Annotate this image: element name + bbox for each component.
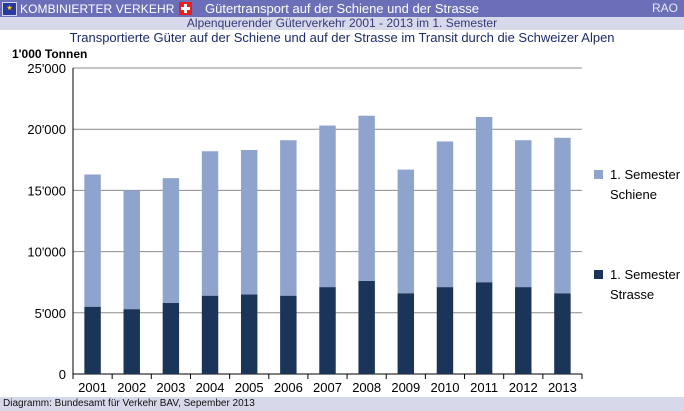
y-tick-label: 0 [59,367,66,382]
bar-strasse [123,309,140,374]
y-axis-unit-label: 1'000 Tonnen [12,47,88,61]
bar-schiene [201,151,219,296]
x-tick-label: 2012 [509,380,538,395]
bar-schiene [123,190,140,310]
bar-schiene [436,141,454,288]
chart-title: Transportierte Güter auf der Schiene und… [69,30,615,45]
rao-label: RAO [651,1,678,15]
legend-label: Schiene [610,187,657,202]
kombinierter-verkehr-logo: ★ KOMBINIERTER VERKEHR [2,1,193,16]
bar-schiene [475,116,493,283]
bar-strasse [201,295,219,374]
logo-text: KOMBINIERTER VERKEHR [20,1,175,16]
bar-schiene [280,140,297,296]
x-tick-label: 2003 [156,380,185,395]
y-tick-label: 5'000 [35,306,66,321]
bar-strasse [358,280,375,374]
y-tick-label: 20'000 [27,122,66,137]
bar-strasse [240,294,258,374]
eu-flag-icon: ★ [2,1,17,16]
page-title: Gütertransport auf der Schiene und der S… [205,1,479,16]
bar-strasse [515,287,532,374]
x-tick-label: 2005 [235,380,264,395]
bar-strasse [554,293,571,374]
legend-swatch [594,170,603,179]
legend-label: Strasse [610,287,654,302]
x-tick-label: 2004 [196,380,225,395]
x-tick-label: 2010 [431,380,460,395]
bar-schiene [358,115,375,281]
legend-swatch [594,270,603,279]
bar-strasse [280,295,297,374]
bar-schiene [162,178,180,304]
stacked-bar-chart: 0 5'000 10'000 15'000 20'000 25'000 2001 2002 20… [27,61,681,395]
x-tick-label: 2006 [274,380,303,395]
legend-label: 1. Semester [610,167,681,182]
bar-schiene [397,169,415,294]
x-tick-label: 2011 [470,380,498,395]
x-tick-label: 2013 [548,380,577,395]
bar-strasse [397,293,415,374]
x-tick-label: 2009 [391,380,420,395]
header-bar: ★ KOMBINIERTER VERKEHR Gütertransport au… [0,0,684,17]
bar-strasse [436,287,454,374]
x-tick-label: 2001 [78,380,107,395]
swiss-cross-icon [179,2,193,15]
y-tick-label: 25'000 [27,61,66,76]
bar-schiene [554,137,571,294]
bar-schiene [240,150,258,295]
bar-strasse [84,306,101,374]
bar-strasse [162,303,180,374]
x-tick-label: 2002 [117,380,146,395]
bar-strasse [319,287,336,374]
x-tick-label: 2007 [313,380,342,395]
source-footer: Diagramm: Bundesamt für Verkehr BAV, Sep… [0,397,684,411]
bar-strasse [475,282,493,374]
page-subtitle: Alpenquerender Güterverkehr 2001 - 2013 … [0,17,684,30]
bar-schiene [515,140,532,288]
bar-schiene [84,174,101,307]
y-tick-label: 15'000 [27,183,66,198]
legend-label: 1. Semester [610,267,681,282]
x-tick-label: 2008 [352,380,381,395]
bar-schiene [319,125,336,288]
y-tick-label: 10'000 [27,245,66,260]
